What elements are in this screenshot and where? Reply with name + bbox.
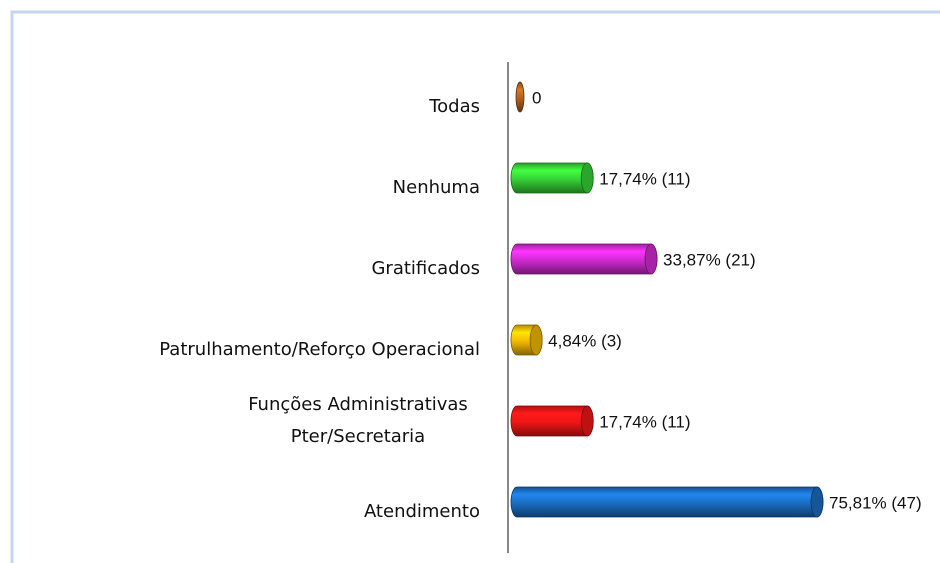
category-label: Funções Administrativas Pter/Secretaria [248,394,468,447]
frame [10,10,940,563]
category-label: Todas [428,96,480,117]
value-label: 75,81% (47) [829,493,922,512]
bar-cap [580,162,594,194]
category-label: Atendimento [364,501,480,522]
category-label: Nenhuma [393,177,480,198]
bar [515,81,525,113]
bar [510,486,824,518]
bar-cap [529,324,543,356]
bar-cap [810,486,824,518]
category-label: Gratificados [371,258,480,279]
value-label: 17,74% (11) [599,169,690,188]
value-label: 33,87% (21) [663,250,756,269]
bar [510,243,658,275]
bar-cap [644,243,658,275]
bar-cap [580,405,594,437]
category-label-line: Pter/Secretaria [291,426,425,447]
value-label: 0 [532,88,541,107]
value-label: 17,74% (11) [599,412,690,431]
category-label-line: Funções Administrativas [248,394,468,415]
category-label: Patrulhamento/Reforço Operacional [159,339,480,360]
value-label: 4,84% (3) [548,331,622,350]
